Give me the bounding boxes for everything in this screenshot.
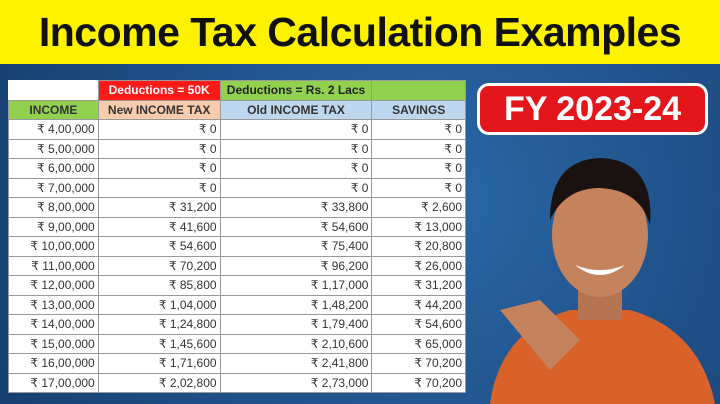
table-cell: ₹ 0 [371, 119, 466, 140]
table-cell: ₹ 26,000 [371, 255, 466, 276]
table-cell: ₹ 44,200 [371, 294, 466, 315]
table-row: ₹ 11,00,000 ₹ 70,200 ₹ 96,200 ₹ 26,000 [8, 255, 466, 276]
deductions-old: Deductions = Rs. 2 Lacs [219, 80, 373, 101]
table-row: ₹ 16,00,000 ₹ 1,71,600 ₹ 2,41,800 ₹ 70,200 [8, 353, 466, 374]
table-cell: ₹ 4,00,000 [8, 119, 99, 140]
table-cell: ₹ 0 [97, 177, 221, 198]
table-cell: ₹ 0 [219, 138, 373, 159]
deductions-new: Deductions = 50K [97, 80, 221, 101]
table-cell: ₹ 70,200 [97, 255, 221, 276]
table-cell: ₹ 10,00,000 [8, 236, 99, 257]
table-cell: ₹ 54,600 [219, 216, 373, 237]
header-income: INCOME [8, 99, 99, 120]
table-row: ₹ 14,00,000 ₹ 1,24,800 ₹ 1,79,400 ₹ 54,600 [8, 314, 466, 335]
table-cell: ₹ 0 [219, 177, 373, 198]
table-cell: ₹ 1,48,200 [219, 294, 373, 315]
table-cell: ₹ 20,800 [371, 236, 466, 257]
table-cell: ₹ 54,600 [371, 314, 466, 335]
presenter-photo [490, 158, 715, 404]
table-row: ₹ 4,00,000 ₹ 0 ₹ 0 ₹ 0 [8, 119, 466, 140]
table-cell: ₹ 41,600 [97, 216, 221, 237]
table-cell: ₹ 0 [97, 158, 221, 179]
pointing-hand [500, 300, 580, 370]
face [552, 173, 648, 297]
table-cell: ₹ 5,00,000 [8, 138, 99, 159]
table-cell: ₹ 2,73,000 [219, 372, 373, 393]
table-cell: ₹ 1,79,400 [219, 314, 373, 335]
table-row: ₹ 10,00,000 ₹ 54,600 ₹ 75,400 ₹ 20,800 [8, 236, 466, 257]
tax-table: Deductions = 50K Deductions = Rs. 2 Lacs… [8, 80, 466, 393]
table-cell: ₹ 75,400 [219, 236, 373, 257]
table-row: ₹ 12,00,000 ₹ 85,800 ₹ 1,17,000 ₹ 31,200 [8, 275, 466, 296]
table-cell: ₹ 11,00,000 [8, 255, 99, 276]
table-cell: ₹ 85,800 [97, 275, 221, 296]
header-old-tax: Old INCOME TAX [219, 99, 373, 120]
table-cell: ₹ 70,200 [371, 353, 466, 374]
table-row: ₹ 17,00,000 ₹ 2,02,800 ₹ 2,73,000 ₹ 70,200 [8, 372, 466, 393]
table-cell: ₹ 2,41,800 [219, 353, 373, 374]
table-row: ₹ 7,00,000 ₹ 0 ₹ 0 ₹ 0 [8, 177, 466, 198]
table-cell: ₹ 2,10,600 [219, 333, 373, 354]
table-cell: ₹ 0 [371, 158, 466, 179]
table-cell: ₹ 0 [219, 158, 373, 179]
table-cell: ₹ 0 [97, 138, 221, 159]
table-cell: ₹ 9,00,000 [8, 216, 99, 237]
table-cell: ₹ 0 [97, 119, 221, 140]
table-cell: ₹ 1,45,600 [97, 333, 221, 354]
table-cell: ₹ 33,800 [219, 197, 373, 218]
table-cell: ₹ 96,200 [219, 255, 373, 276]
table-cell: ₹ 70,200 [371, 372, 466, 393]
header-row: INCOME New INCOME TAX Old INCOME TAX SAV… [8, 99, 466, 120]
table-cell: ₹ 0 [219, 119, 373, 140]
table-cell: ₹ 1,24,800 [97, 314, 221, 335]
empty-cell [371, 80, 466, 101]
header-savings: SAVINGS [371, 99, 466, 120]
table-cell: ₹ 8,00,000 [8, 197, 99, 218]
table-cell: ₹ 12,00,000 [8, 275, 99, 296]
table-cell: ₹ 14,00,000 [8, 314, 99, 335]
table-cell: ₹ 31,200 [97, 197, 221, 218]
table-row: ₹ 15,00,000 ₹ 1,45,600 ₹ 2,10,600 ₹ 65,000 [8, 333, 466, 354]
table-cell: ₹ 17,00,000 [8, 372, 99, 393]
table-cell: ₹ 16,00,000 [8, 353, 99, 374]
table-cell: ₹ 0 [371, 177, 466, 198]
table-cell: ₹ 1,71,600 [97, 353, 221, 374]
table-cell: ₹ 13,000 [371, 216, 466, 237]
hair [550, 158, 651, 225]
table-cell: ₹ 1,04,000 [97, 294, 221, 315]
table-cell: ₹ 15,00,000 [8, 333, 99, 354]
table-cell: ₹ 0 [371, 138, 466, 159]
table-cell: ₹ 13,00,000 [8, 294, 99, 315]
smile [575, 265, 625, 275]
table-row: ₹ 9,00,000 ₹ 41,600 ₹ 54,600 ₹ 13,000 [8, 216, 466, 237]
page-title: Income Tax Calculation Examples [0, 0, 720, 64]
table-row: ₹ 5,00,000 ₹ 0 ₹ 0 ₹ 0 [8, 138, 466, 159]
fy-badge: FY 2023-24 [477, 83, 708, 135]
table-cell: ₹ 31,200 [371, 275, 466, 296]
empty-cell [9, 81, 99, 101]
table-cell: ₹ 7,00,000 [8, 177, 99, 198]
table-cell: ₹ 1,17,000 [219, 275, 373, 296]
table-row: ₹ 6,00,000 ₹ 0 ₹ 0 ₹ 0 [8, 158, 466, 179]
table-cell: ₹ 2,02,800 [97, 372, 221, 393]
header-new-tax: New INCOME TAX [97, 99, 221, 120]
table-row: ₹ 8,00,000 ₹ 31,200 ₹ 33,800 ₹ 2,600 [8, 197, 466, 218]
table-cell: ₹ 6,00,000 [8, 158, 99, 179]
table-cell: ₹ 54,600 [97, 236, 221, 257]
table-row: ₹ 13,00,000 ₹ 1,04,000 ₹ 1,48,200 ₹ 44,200 [8, 294, 466, 315]
table-cell: ₹ 65,000 [371, 333, 466, 354]
table-cell: ₹ 2,600 [371, 197, 466, 218]
deductions-row: Deductions = 50K Deductions = Rs. 2 Lacs [9, 80, 466, 101]
